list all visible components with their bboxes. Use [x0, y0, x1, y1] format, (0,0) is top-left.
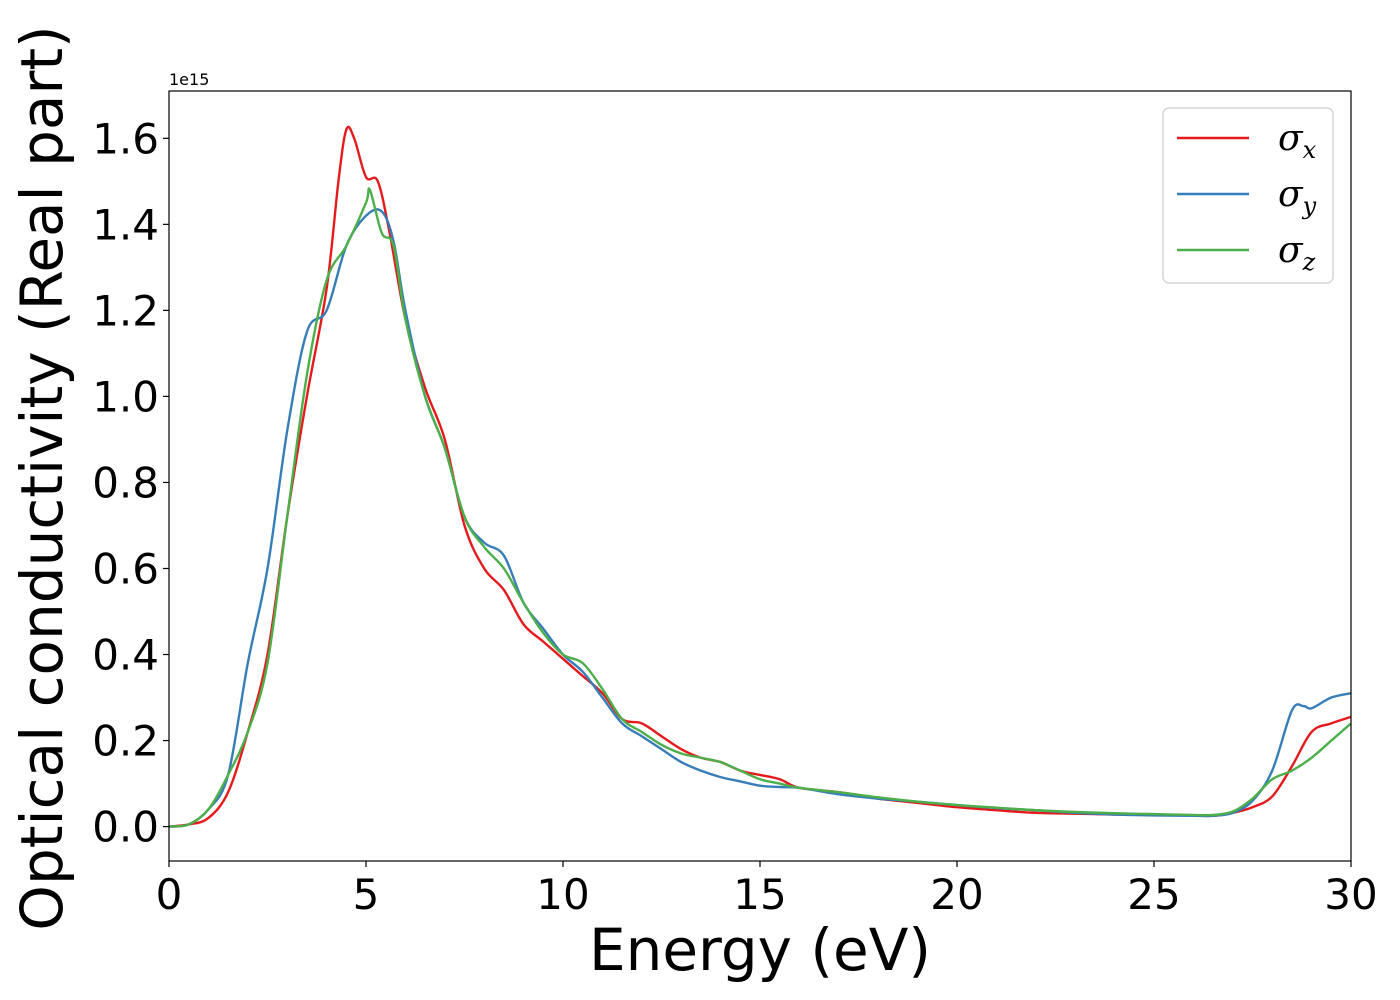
legend-subscript: z — [1302, 248, 1316, 276]
x-tick-label: 0 — [156, 870, 183, 919]
legend-subscript: y — [1302, 192, 1317, 220]
y-axis-ticks: 0.0 0.2 0.4 0.6 0.8 1.0 1.2 1.4 1.6 — [92, 114, 169, 852]
x-axis-ticks: 0 5 10 15 20 25 30 — [156, 861, 1378, 919]
y-axis-title: Optical conductivity (Real part) — [8, 25, 76, 930]
series-layer — [168, 125, 1352, 828]
y-offset-label: 1e15 — [169, 70, 209, 89]
x-tick-label: 25 — [1127, 870, 1180, 919]
x-tick-label: 20 — [930, 870, 983, 919]
x-tick-label: 10 — [536, 870, 589, 919]
x-tick-label: 30 — [1324, 870, 1377, 919]
y-tick-label: 1.0 — [92, 372, 159, 421]
y-tick-label: 1.4 — [92, 200, 159, 249]
x-tick-label: 15 — [733, 870, 786, 919]
y-tick-label: 0.4 — [92, 631, 159, 680]
series-line-sigma-z — [168, 187, 1352, 828]
plot-area — [169, 91, 1351, 861]
x-axis-title: Energy (eV) — [589, 916, 931, 984]
y-tick-label: 1.2 — [92, 286, 159, 335]
y-tick-label: 1.6 — [92, 114, 159, 163]
legend-subscript: x — [1303, 136, 1317, 164]
legend-label-sigma-y: σy — [1278, 174, 1317, 220]
x-tick-label: 5 — [353, 870, 380, 919]
y-tick-label: 0.0 — [92, 803, 159, 852]
y-tick-label: 0.2 — [92, 717, 159, 766]
y-tick-label: 0.6 — [92, 544, 159, 593]
y-tick-label: 0.8 — [92, 458, 159, 507]
legend-box — [1162, 107, 1334, 284]
